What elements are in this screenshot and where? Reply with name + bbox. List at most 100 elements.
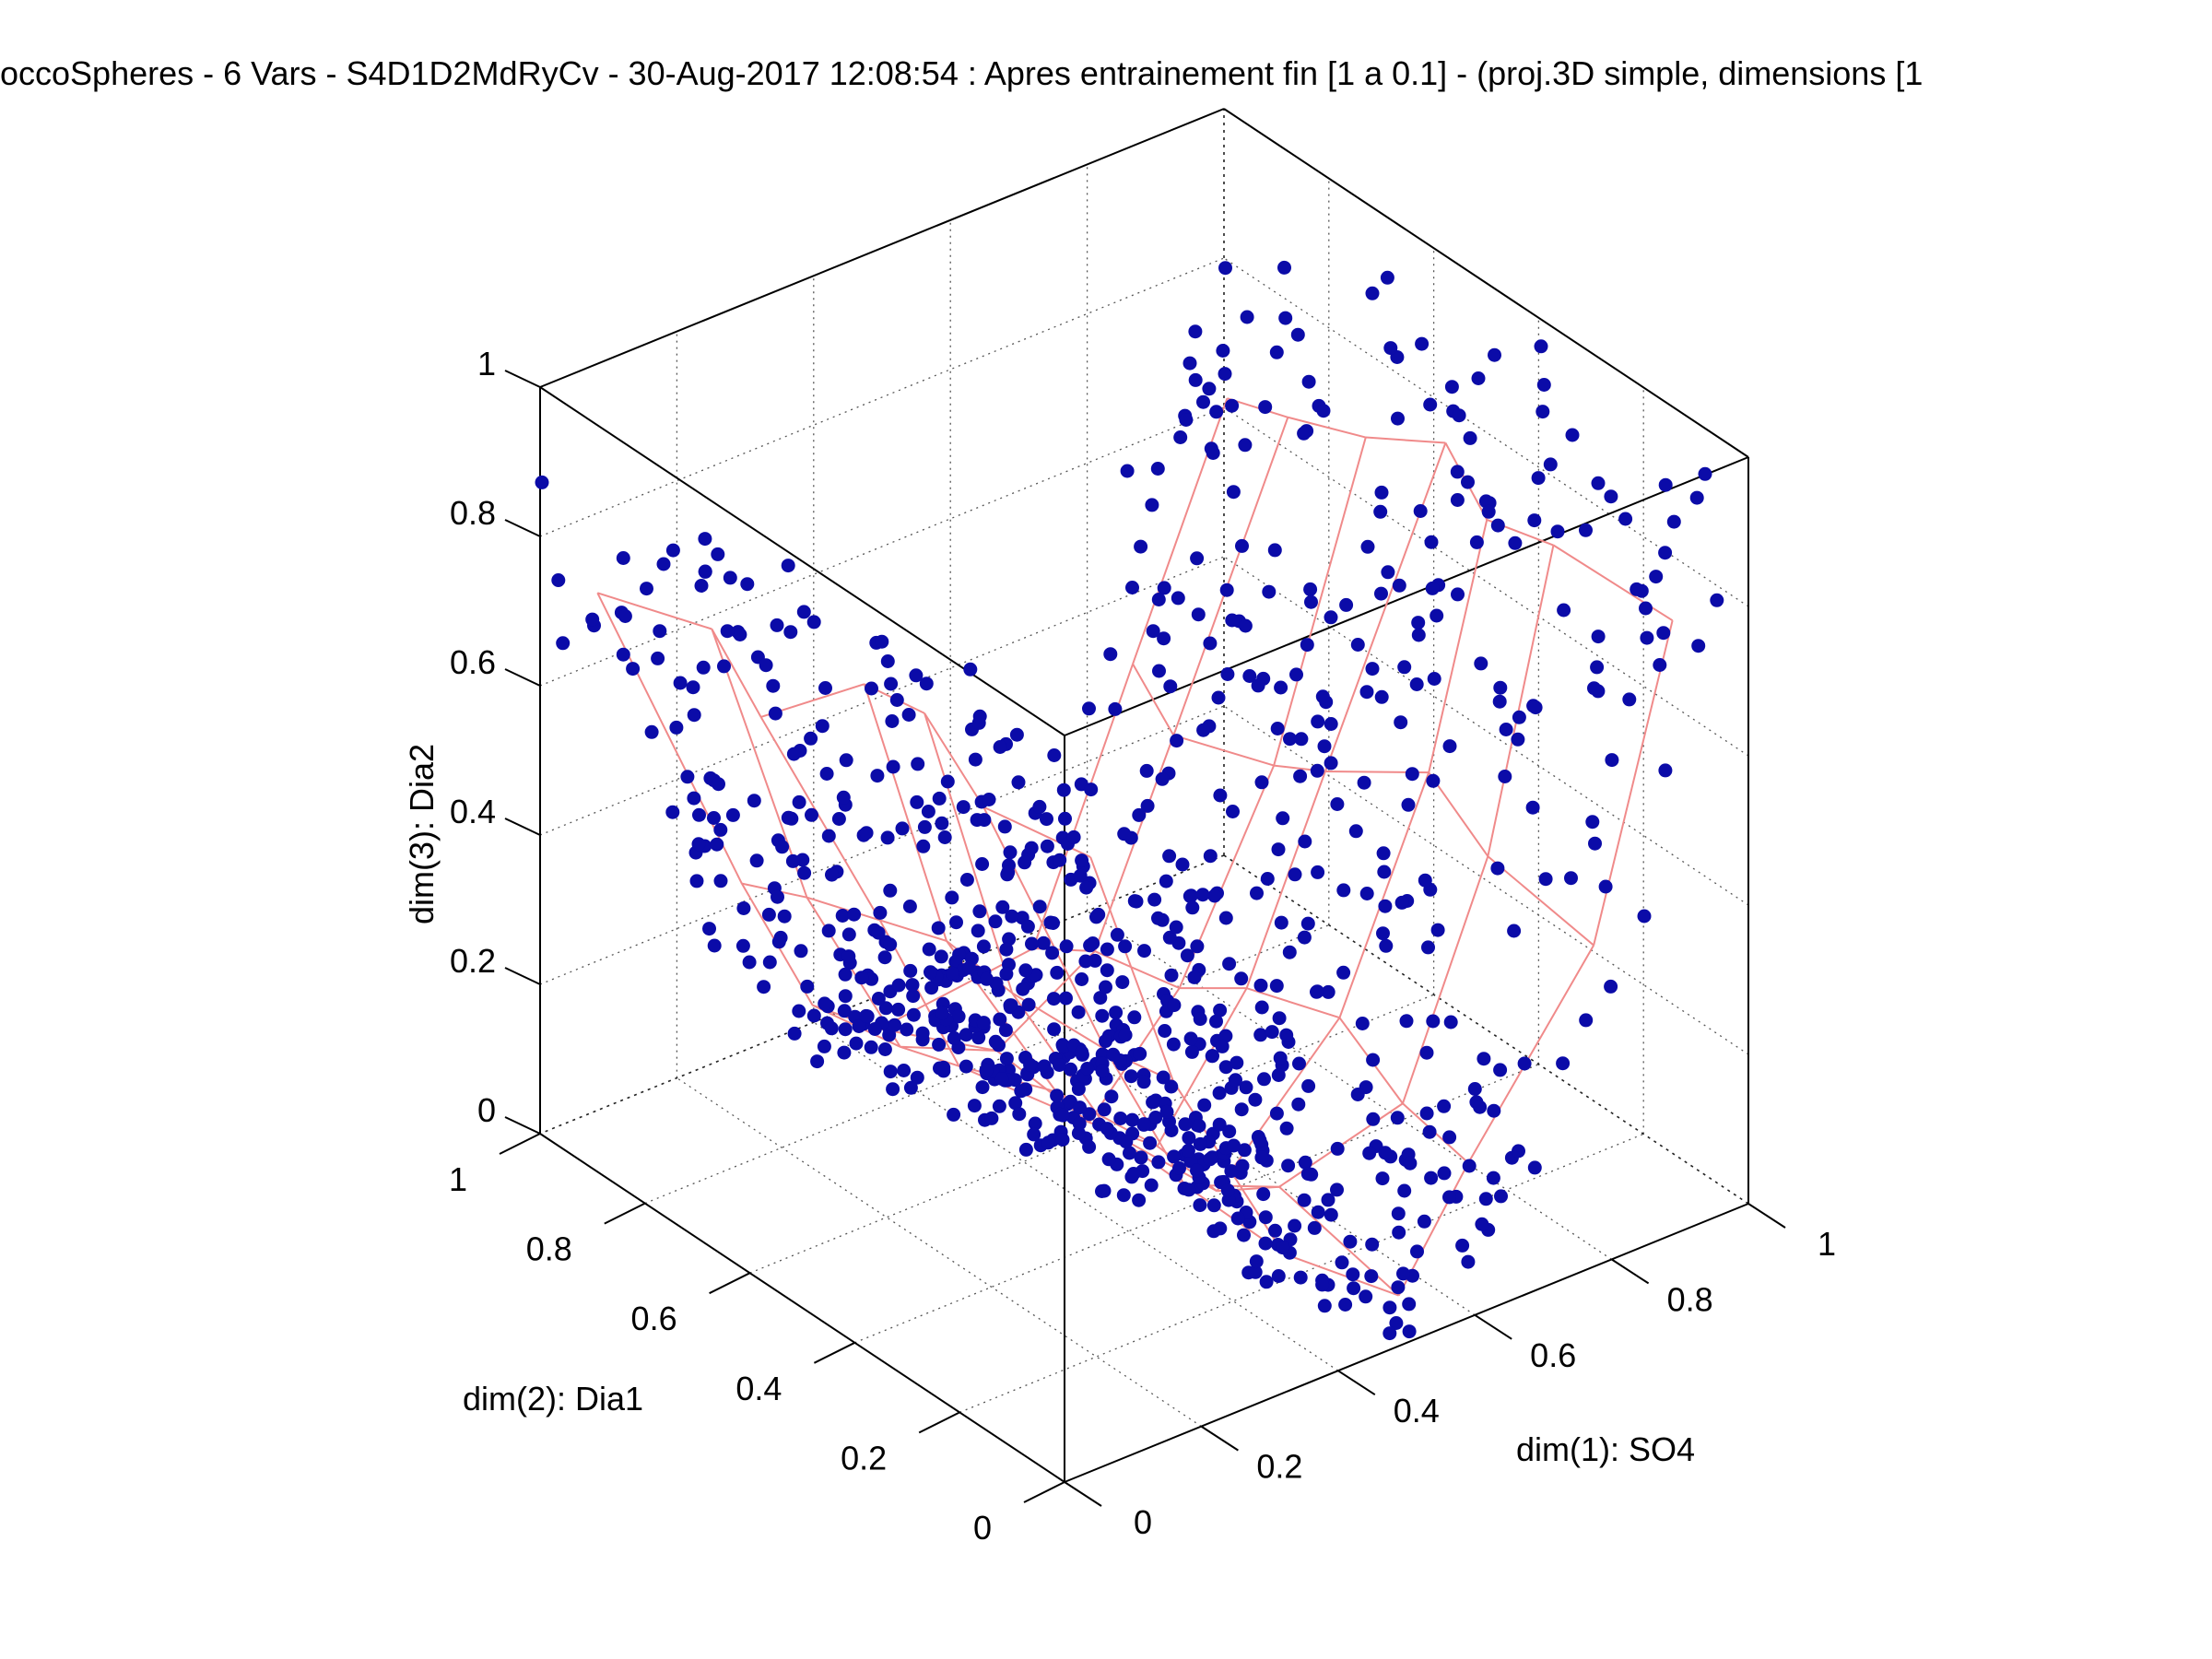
- data-point: [934, 949, 948, 964]
- data-point: [825, 867, 839, 882]
- data-point: [1487, 1103, 1501, 1118]
- data-point: [1187, 970, 1202, 984]
- data-point: [1276, 1241, 1290, 1255]
- data-point: [740, 577, 755, 592]
- data-point: [1382, 1300, 1397, 1315]
- data-point: [585, 612, 600, 627]
- data-point: [951, 1009, 966, 1024]
- data-point: [838, 967, 853, 982]
- data-point: [1188, 372, 1203, 387]
- data-point: [1071, 1082, 1086, 1097]
- data-point: [1099, 1034, 1112, 1049]
- data-point: [1014, 1084, 1029, 1099]
- data-point: [1032, 799, 1047, 814]
- data-point: [781, 559, 795, 573]
- data-point: [775, 840, 790, 854]
- data-point: [1374, 689, 1389, 704]
- data-point: [1119, 1135, 1134, 1149]
- data-point: [967, 1099, 982, 1113]
- data-point: [1125, 1112, 1139, 1127]
- data-point: [1118, 1028, 1133, 1042]
- data-point: [680, 770, 695, 784]
- data-point: [1378, 1146, 1393, 1160]
- data-point: [959, 1028, 973, 1042]
- data-point: [940, 774, 955, 789]
- data-point: [1159, 874, 1173, 888]
- som-mesh-edge: [1428, 519, 1488, 773]
- data-point: [1196, 723, 1211, 737]
- data-point: [759, 658, 773, 673]
- data-point: [1330, 1182, 1344, 1197]
- data-point: [1219, 582, 1234, 597]
- data-point: [1226, 485, 1241, 500]
- data-point: [1357, 775, 1371, 790]
- data-point: [1550, 524, 1565, 539]
- data-point: [702, 922, 716, 936]
- data-point: [1490, 861, 1505, 876]
- data-point: [849, 1036, 864, 1051]
- data-point: [1162, 930, 1177, 945]
- data-point: [1304, 1167, 1319, 1182]
- data-point: [935, 1006, 949, 1020]
- data-point: [1104, 1089, 1119, 1104]
- data-point: [1335, 1255, 1349, 1270]
- data-point: [1415, 336, 1430, 351]
- data-point: [783, 625, 798, 640]
- data-point: [1402, 1297, 1417, 1312]
- data-point: [1579, 1013, 1594, 1028]
- som-mesh-edge: [1467, 945, 1594, 1164]
- data-point: [916, 839, 931, 853]
- data-point: [1209, 405, 1224, 419]
- data-point: [1222, 1124, 1237, 1139]
- som-mesh-edge: [982, 806, 1091, 858]
- data-point: [1498, 770, 1512, 783]
- data-point: [1591, 629, 1606, 644]
- data-point: [1218, 1029, 1233, 1043]
- data-point: [1698, 466, 1712, 481]
- data-point: [1133, 1046, 1147, 1061]
- data-point: [1193, 1012, 1207, 1027]
- data-point: [878, 1001, 893, 1016]
- som-mesh-edge: [1094, 950, 1181, 990]
- data-point: [1538, 872, 1553, 887]
- data-point: [1300, 916, 1315, 931]
- data-point: [806, 615, 821, 629]
- data-point: [766, 678, 781, 693]
- data-point: [1618, 512, 1633, 526]
- x-tick-label: 0.8: [1667, 1280, 1713, 1318]
- data-point: [1132, 807, 1147, 822]
- som-mesh-edge: [1245, 771, 1326, 989]
- grid-line: [949, 966, 1476, 1316]
- data-point: [1374, 485, 1389, 500]
- data-point: [1157, 631, 1171, 646]
- y-tick: [918, 1411, 960, 1434]
- data-point: [656, 557, 671, 571]
- data-point: [1324, 756, 1338, 771]
- data-point: [976, 939, 991, 954]
- som-mesh-edge: [863, 683, 947, 942]
- data-point: [1365, 286, 1380, 300]
- data-point: [1377, 865, 1392, 879]
- data-point: [1355, 1017, 1370, 1030]
- data-point: [1316, 404, 1331, 418]
- data-point: [1556, 1056, 1571, 1071]
- grid-layer: [539, 109, 1749, 1428]
- data-point: [1381, 565, 1395, 580]
- data-point: [1324, 610, 1338, 625]
- data-point: [972, 709, 987, 724]
- y-tick-label: 0.2: [841, 1439, 887, 1477]
- data-point: [1346, 1267, 1360, 1282]
- data-point: [917, 819, 932, 834]
- data-point: [883, 883, 898, 898]
- data-point: [1630, 582, 1644, 596]
- data-point: [1140, 798, 1155, 813]
- data-point: [1158, 1024, 1172, 1038]
- data-point: [1463, 430, 1477, 445]
- data-point: [1462, 1159, 1477, 1173]
- data-point: [949, 915, 963, 930]
- data-point: [1639, 601, 1653, 616]
- data-point: [999, 967, 1014, 982]
- data-point: [1164, 968, 1179, 982]
- data-point: [749, 853, 764, 868]
- data-point: [1427, 672, 1441, 686]
